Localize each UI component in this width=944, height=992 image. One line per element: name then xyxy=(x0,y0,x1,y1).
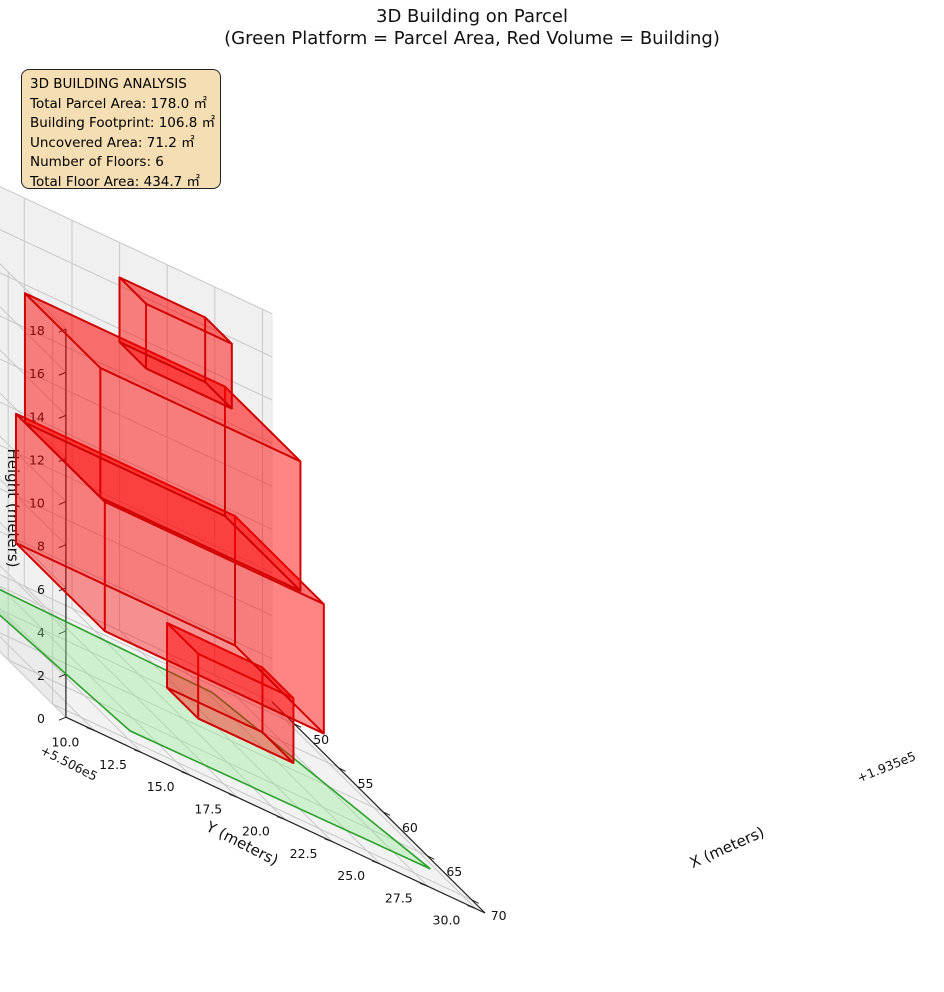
info-line-parcel-area: Total Parcel Area: 178.0 ㎡ xyxy=(30,95,207,112)
info-line-footprint: Building Footprint: 106.8 ㎡ xyxy=(30,115,216,131)
y-tick-label: 20.0 xyxy=(242,824,270,839)
chart-subtitle: (Green Platform = Parcel Area, Red Volum… xyxy=(224,28,720,49)
z-tick-label: 2 xyxy=(37,668,45,683)
x-axis-label: X (meters) xyxy=(687,823,767,872)
y-tick-label: 27.5 xyxy=(385,890,413,905)
y-tick-label: 17.5 xyxy=(194,801,222,816)
y-tick-mark xyxy=(133,749,143,754)
z-axis-label: Height (meters) xyxy=(4,449,22,568)
z-tick-mark xyxy=(58,544,67,549)
x-tick-mark xyxy=(338,767,346,772)
y-tick-mark xyxy=(86,727,95,732)
info-line-floors: Number of Floors: 6 xyxy=(30,154,164,170)
chart-marks xyxy=(0,276,431,870)
y-tick-label: 12.5 xyxy=(99,757,127,772)
info-line-uncovered: Uncovered Area: 71.2 ㎡ xyxy=(30,134,195,151)
y-tick-label: 15.0 xyxy=(147,779,175,794)
y-tick-label: 25.0 xyxy=(337,868,365,883)
grid-line-y xyxy=(0,611,143,754)
z-tick-label: 6 xyxy=(37,582,45,597)
z-tick-mark xyxy=(58,371,67,376)
y-tick-label: 22.5 xyxy=(290,846,318,861)
face-top xyxy=(23,292,302,463)
x-offset-label: +1.935e5 xyxy=(855,748,918,785)
building-block xyxy=(166,622,295,764)
x-tick-label: 70 xyxy=(491,908,507,923)
grid-line-z xyxy=(0,487,273,632)
x-tick-label: 50 xyxy=(313,732,329,747)
x-tick-label: 65 xyxy=(446,864,462,879)
chart-title: 3D Building on Parcel (Green Platform = … xyxy=(0,6,944,50)
info-box: 3D BUILDING ANALYSIS Total Parcel Area: … xyxy=(21,69,221,190)
info-line-floor-area: Total Floor Area: 434.7 ㎡ xyxy=(30,173,201,190)
grid-line-x xyxy=(0,632,384,813)
grid-line-z xyxy=(0,401,273,546)
y-tick-mark xyxy=(467,905,476,910)
z-tick-mark xyxy=(58,716,67,721)
y-tick-label: 30.0 xyxy=(433,913,461,928)
y-tick-mark xyxy=(276,816,286,821)
y-tick-mark xyxy=(419,882,429,887)
grid-line-z xyxy=(0,531,273,675)
building-block xyxy=(23,292,302,592)
x-tick-label: 60 xyxy=(402,820,418,835)
grid-line-y xyxy=(0,636,95,731)
y-tick-mark xyxy=(324,838,333,843)
x-tick-mark xyxy=(293,723,302,728)
building-block xyxy=(118,276,233,410)
z-tick-label: 12 xyxy=(29,452,45,467)
x-tick-mark xyxy=(427,855,435,860)
x-tick-label: 55 xyxy=(358,776,374,791)
z-tick-mark xyxy=(58,414,67,419)
x-tick-mark xyxy=(471,899,479,904)
z-tick-label: 16 xyxy=(29,366,45,381)
y-tick-mark xyxy=(229,793,238,798)
z-tick-mark xyxy=(58,501,67,506)
grid-line-z xyxy=(0,574,273,718)
face-top xyxy=(166,622,295,700)
parcel-platform xyxy=(0,588,431,870)
z-tick-label: 0 xyxy=(37,711,45,726)
y-tick-mark xyxy=(372,860,381,865)
y-axis-line xyxy=(65,716,486,914)
grid-line-z xyxy=(0,272,273,416)
face-top xyxy=(118,276,233,345)
grid-line-z xyxy=(0,315,273,459)
info-box-title: 3D BUILDING ANALYSIS xyxy=(30,76,187,92)
x-tick-mark xyxy=(382,811,391,816)
chart-title-main: 3D Building on Parcel xyxy=(376,6,568,27)
grid-line-z xyxy=(0,229,273,373)
x-axis-line xyxy=(271,701,486,914)
z-tick-label: 4 xyxy=(37,625,45,640)
z-tick-label: 8 xyxy=(37,539,45,554)
y-tick-label: 10.0 xyxy=(52,735,80,750)
z-tick-label: 14 xyxy=(29,409,45,424)
grid-lines xyxy=(0,186,476,909)
z-tick-mark xyxy=(58,673,67,678)
z-tick-label: 18 xyxy=(29,323,45,338)
grid-line-y xyxy=(0,586,191,776)
y-tick-mark xyxy=(181,771,190,776)
grid-line-x xyxy=(0,585,295,725)
grid-line-z xyxy=(0,358,273,502)
grid-line-z xyxy=(0,186,273,330)
z-tick-mark xyxy=(58,630,67,635)
grid-line-z xyxy=(0,444,273,589)
z-tick-label: 10 xyxy=(29,496,45,511)
